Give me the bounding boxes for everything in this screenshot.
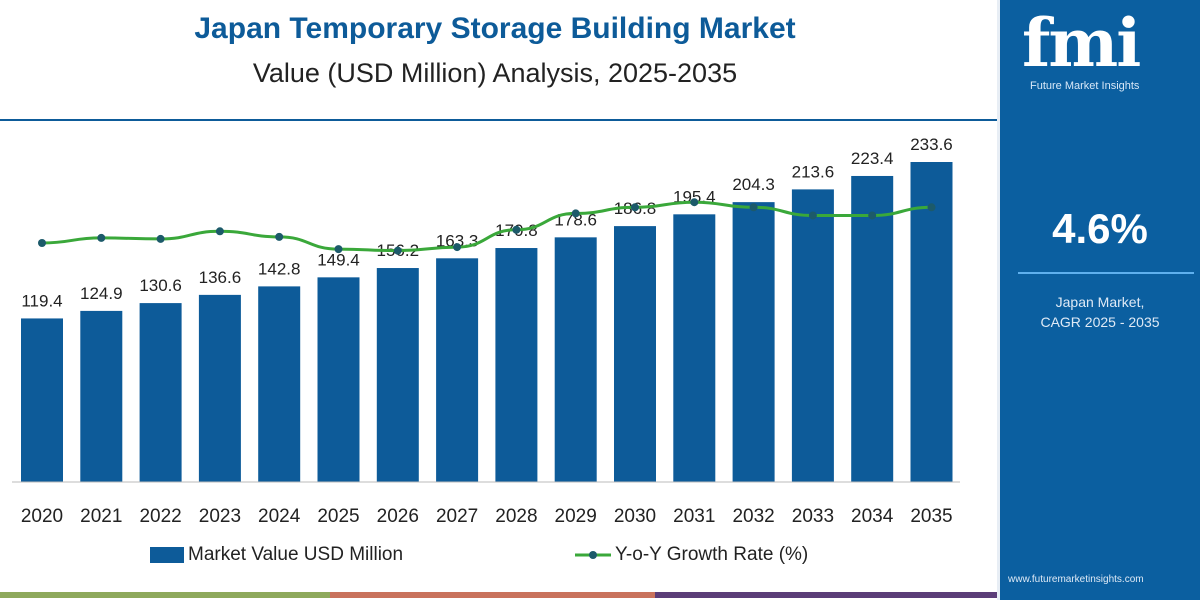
growth-line [41,200,932,253]
x-tick-2035: 2035 [910,506,952,527]
x-tick-2027: 2027 [436,506,478,527]
growth-marker-2033 [808,211,817,220]
bar-2029 [554,237,597,482]
bar-2024 [258,286,301,482]
bar-2033 [791,189,834,482]
data-label-2025: 149.4 [317,250,360,269]
x-tick-2026: 2026 [377,506,419,527]
growth-marker-2027 [453,243,462,252]
footer-strip-green [0,592,330,598]
growth-marker-2029 [571,209,580,218]
data-label-2035: 233.6 [910,135,953,154]
x-tick-2034: 2034 [851,506,894,527]
growth-marker-2034 [868,211,877,220]
legend-label: Market Value USD Million [188,544,404,565]
growth-marker-2022 [156,234,165,243]
legend-line-swatch [575,551,611,559]
data-label-2021: 124.9 [80,284,123,303]
bar-2030 [614,226,656,482]
title-divider [0,119,997,121]
bar-2028 [495,248,538,482]
legend-item-growth-rate: Y-o-Y Growth Rate (%) [575,544,808,566]
growth-marker-2028 [512,225,521,234]
x-tick-2022: 2022 [139,506,181,527]
growth-marker-2025 [334,245,343,254]
bar-2035 [910,162,953,482]
bar-2031 [673,214,716,482]
website-url: www.futuremarketinsights.com [1008,574,1144,585]
chart-canvas: 119.4 2020 124.9 2021 130.6 2022 136.6 2023 142.… [12,135,960,527]
legend-label: Y-o-Y Growth Rate (%) [615,544,809,565]
growth-marker-2030 [631,203,639,212]
bar-2025 [317,277,360,482]
cagr-label-line2: CAGR 2025 - 2035 [1040,314,1160,330]
logo-subtitle: Future Market Insights [1030,80,1140,92]
chart-subtitle: Value (USD Million) Analysis, 2025-2035 [252,58,738,88]
bar-2027 [436,258,479,482]
growth-marker-2032 [749,203,758,212]
x-tick-2025: 2025 [317,506,359,527]
bar-2021 [80,310,123,482]
data-label-2022: 130.6 [139,276,182,295]
growth-marker-2024 [275,232,284,241]
legend-item-market-value: Market Value USD Million [150,544,403,566]
cagr-label-line1: Japan Market, [1055,294,1145,310]
bar-2034 [851,175,894,482]
x-tick-2023: 2023 [199,506,241,527]
side-panel: fmi Future Market Insights 4.6% Japan Ma… [997,0,1200,600]
footer-strip-orange [330,592,655,598]
fmi-logo: fmi [1022,4,1141,82]
data-label-2032: 204.3 [732,175,775,194]
cagr-value: 4.6% [1052,205,1148,252]
legend-bar-swatch [150,547,184,563]
x-tick-2032: 2032 [732,506,774,527]
x-tick-2031: 2031 [673,506,715,527]
growth-marker-2031 [690,198,699,207]
footer-strip-purple [655,592,997,598]
growth-marker-2023 [215,227,224,236]
cagr-divider [1018,272,1194,274]
bar-2023 [198,294,241,482]
data-label-2020: 119.4 [21,291,62,310]
x-tick-2030: 2030 [614,506,656,527]
bar-2020 [21,318,63,482]
x-tick-2028: 2028 [495,506,537,527]
bar-2026 [376,268,419,482]
x-tick-2024: 2024 [258,506,301,527]
data-label-2023: 136.6 [199,268,242,287]
x-tick-2029: 2029 [555,506,597,527]
data-label-2034: 223.4 [851,149,894,168]
cagr-label: Japan Market, CAGR 2025 - 2035 [1000,292,1200,332]
chart-title: Japan Temporary Storage Building Market [194,12,796,45]
x-tick-2033: 2033 [792,506,834,527]
growth-marker-2035 [927,203,936,212]
bar-2022 [139,303,182,482]
bar-2032 [732,202,775,482]
x-tick-2021: 2021 [80,506,122,527]
growth-marker-2020 [38,239,46,247]
data-label-2024: 142.8 [258,259,301,278]
data-label-2033: 213.6 [792,162,835,181]
growth-marker-2026 [393,246,402,255]
growth-marker-2021 [97,233,106,242]
x-tick-2020: 2020 [21,506,63,527]
